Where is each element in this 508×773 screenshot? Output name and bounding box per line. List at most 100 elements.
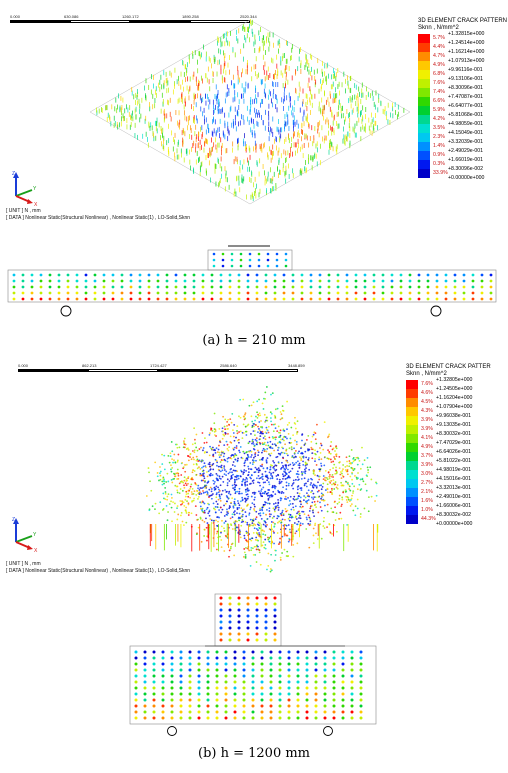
- legend-value: +1.07904e+000: [436, 404, 473, 410]
- info-data-b: [ DATA ] Nonlinear Static(Structural Non…: [6, 568, 191, 574]
- legend-swatch: [418, 52, 430, 61]
- legend-row: 6.8% +9.13106e-001: [418, 70, 508, 82]
- legend-value: +9.96038e-001: [436, 413, 472, 419]
- legend-row: 33.9% +0.00000e+000: [418, 169, 508, 181]
- scale-tick: 2586.640: [220, 363, 237, 368]
- scale-bar-b: 0.000 862.213 1724.427 2586.640 3448.859: [18, 363, 318, 379]
- legend-percent: 4.2%: [433, 116, 445, 122]
- legend-percent: 2.7%: [421, 480, 433, 486]
- scale-tick: 3448.859: [288, 363, 305, 368]
- legend-subtitle: Sknn , N/mm^2: [406, 371, 447, 377]
- legend-swatch: [406, 515, 418, 524]
- crack-pattern-elevation-b: [129, 593, 377, 736]
- legend-swatch: [418, 115, 430, 124]
- legend-value: +1.66019e-001: [448, 157, 484, 163]
- legend-swatch: [406, 398, 418, 407]
- scale-tick: 2520.344: [240, 14, 257, 19]
- axis-label-x: X: [34, 548, 38, 554]
- legend-percent: 5.7%: [433, 35, 445, 41]
- legend-swatch: [406, 434, 418, 443]
- legend-percent: 44.3%: [421, 516, 436, 522]
- legend-value: +1.66006e-001: [436, 503, 472, 509]
- legend-value: +3.32039e-001: [448, 139, 484, 145]
- legend-percent: 3.9%: [421, 426, 433, 432]
- legend-value: +9.13035e-001: [436, 422, 472, 428]
- legend-value: +0.00000e+000: [436, 521, 473, 527]
- legend-percent: 3.7%: [421, 453, 433, 459]
- legend-swatch: [406, 470, 418, 479]
- axis-label-z: Z: [12, 171, 15, 177]
- crack-pattern-plan-view-b: [145, 386, 379, 573]
- legend-row: 44.3% +0.00000e+000: [406, 515, 508, 527]
- legend-row: 5.7% +1.24514e+000: [418, 34, 508, 46]
- scale-tick: 1724.427: [150, 363, 167, 368]
- legend-row: 1.4% +2.49029e-001: [418, 142, 508, 154]
- legend-row: 4.2% +4.98059e-001: [418, 115, 508, 127]
- legend-row: 3.9% +8.30032e-001: [406, 425, 508, 437]
- legend-percent: 6.8%: [433, 71, 445, 77]
- legend-value: +8.30096e-002: [448, 166, 484, 172]
- legend-percent: 4.9%: [421, 444, 433, 450]
- legend-value: +3.32013e-001: [436, 485, 472, 491]
- legend-percent: 2.3%: [433, 134, 445, 140]
- legend-row: 3.9% +9.13035e-001: [406, 416, 508, 428]
- axis-label-y: Y: [33, 532, 37, 538]
- legend-value: +8.30032e-002: [436, 512, 472, 518]
- legend-swatch: [406, 443, 418, 452]
- axis-label-z: Z: [12, 517, 15, 523]
- legend-value: +4.15049e-001: [448, 130, 484, 136]
- legend-value: +2.49010e-001: [436, 494, 472, 500]
- legend-swatch: [406, 407, 418, 416]
- legend-value: +1.07913e+000: [448, 58, 485, 64]
- legend-swatch: [418, 142, 430, 151]
- legend-percent: 1.6%: [421, 498, 433, 504]
- legend-percent: 0.3%: [433, 161, 445, 167]
- legend-row: 7.6% +1.24505e+000: [406, 380, 508, 392]
- legend-percent: 3.5%: [433, 125, 445, 131]
- legend-value: +7.47087e-001: [448, 94, 484, 100]
- legend-row: 4.9% +9.96116e-001: [418, 61, 508, 73]
- legend-row: 7.6% +8.30096e-001: [418, 79, 508, 91]
- legend-percent: 4.6%: [421, 390, 433, 396]
- legend-value: +7.47029e-001: [436, 440, 472, 446]
- legend-value: +2.49029e-001: [448, 148, 484, 154]
- legend-row: 3.7% +5.81022e-001: [406, 452, 508, 464]
- legend-percent: 7.6%: [421, 381, 433, 387]
- legend-percent: 5.9%: [433, 107, 445, 113]
- legend-percent: 1.0%: [421, 507, 433, 513]
- legend-b: 3D ELEMENT CRACK PATTER Sknn , N/mm^2 +1…: [406, 364, 491, 527]
- scale-tick: 0.000: [18, 363, 29, 368]
- info-data-a: [ DATA ] Nonlinear Static(Structural Non…: [6, 215, 191, 221]
- legend-swatch: [406, 506, 418, 515]
- legend-value: +9.96116e-001: [448, 67, 483, 73]
- scale-tick: 630.086: [64, 14, 79, 19]
- crack-pattern-plan-view-a: [89, 19, 411, 205]
- legend-row: 4.1% +7.47029e-001: [406, 434, 508, 446]
- caption-b: (b) h = 1200 mm: [198, 746, 310, 761]
- legend-swatch: [418, 43, 430, 52]
- legend-row: 6.6% +6.64077e-001: [418, 97, 508, 109]
- legend-swatch: [406, 452, 418, 461]
- legend-title: 3D ELEMENT CRACK PATTER: [406, 364, 491, 370]
- scale-tick: 1260.172: [122, 14, 139, 19]
- scale-tick: 1890.258: [182, 14, 199, 19]
- legend-row: 2.3% +3.32039e-001: [418, 133, 508, 145]
- legend-swatch: [418, 79, 430, 88]
- legend-value: +6.64026e-001: [436, 449, 472, 455]
- legend-a: 3D ELEMENT CRACK PATTERN Sknn , N/mm^2 +…: [418, 18, 508, 181]
- legend-value: +1.16214e+000: [448, 49, 485, 55]
- legend-percent: 3.9%: [421, 417, 433, 423]
- legend-percent: 4.9%: [433, 62, 445, 68]
- legend-row: 1.0% +8.30032e-002: [406, 506, 508, 518]
- legend-value: +5.81022e-001: [436, 458, 472, 464]
- legend-percent: 4.4%: [433, 44, 445, 50]
- legend-swatch: [418, 34, 430, 43]
- legend-percent: 4.3%: [421, 408, 433, 414]
- legend-row: 4.6% +1.16204e+000: [406, 389, 508, 401]
- legend-row: 3.9% +4.98019e-001: [406, 461, 508, 473]
- legend-row: 4.5% +1.07904e+000: [406, 398, 508, 410]
- legend-title: 3D ELEMENT CRACK PATTERN: [418, 18, 508, 24]
- legend-swatch: [406, 497, 418, 506]
- legend-value: +6.64077e-001: [448, 103, 484, 109]
- legend-row: 0.3% +8.30096e-002: [418, 160, 508, 172]
